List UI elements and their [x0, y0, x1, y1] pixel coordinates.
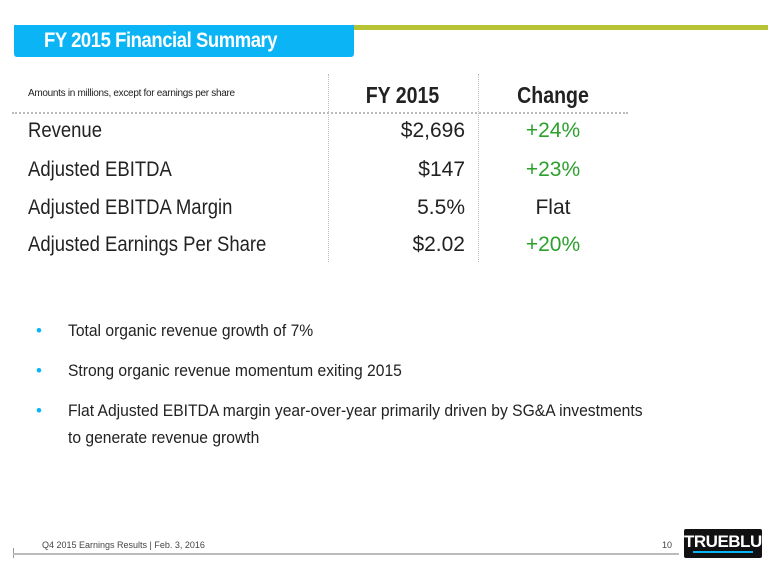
row-change: +23%: [525, 158, 581, 181]
row-value: $147: [418, 158, 465, 181]
row-label: Adjusted EBITDA Margin: [28, 196, 233, 219]
header-divider: [12, 112, 628, 114]
bullet-icon: •: [36, 401, 42, 420]
row-label: Adjusted Earnings Per Share: [28, 233, 267, 256]
bullet-text: Flat Adjusted EBITDA margin year-over-ye…: [68, 401, 643, 420]
trueblue-logo: TRUEBLUE: [684, 529, 773, 558]
page-title: FY 2015 Financial Summary: [44, 29, 278, 52]
table-row: Revenue $2,696 +24%: [0, 119, 775, 149]
row-change: +20%: [525, 233, 581, 256]
logo-text: TRUEBLUE: [684, 532, 773, 551]
table-note: Amounts in millions, except for earnings…: [28, 88, 235, 99]
row-label: Adjusted EBITDA: [28, 158, 172, 181]
bullet-icon: •: [36, 321, 42, 340]
row-value: $2.02: [412, 233, 465, 256]
row-change: +24%: [525, 119, 581, 142]
row-change: Flat: [535, 196, 571, 219]
row-label: Revenue: [28, 119, 102, 142]
bullet-icon: •: [36, 361, 42, 380]
column-header-change: Change: [517, 82, 589, 108]
column-divider: [478, 74, 479, 262]
footer-line: [13, 553, 679, 555]
page-number: 10: [662, 540, 673, 550]
accent-line: [354, 25, 768, 30]
table-row: Adjusted EBITDA Margin 5.5% Flat: [0, 196, 775, 226]
row-value: 5.5%: [417, 196, 465, 219]
title-banner: [14, 25, 354, 57]
table-row: Adjusted Earnings Per Share $2.02 +20%: [0, 233, 775, 263]
footer-text: Q4 2015 Earnings Results | Feb. 3, 2016: [42, 540, 205, 550]
row-value: $2,696: [400, 119, 465, 142]
bullet-text: Strong organic revenue momentum exiting …: [68, 361, 402, 380]
column-header-fy2015: FY 2015: [365, 82, 440, 108]
table-row: Adjusted EBITDA $147 +23%: [0, 158, 775, 188]
column-divider: [328, 74, 329, 262]
bullet-text: to generate revenue growth: [68, 428, 260, 447]
bullet-text: Total organic revenue growth of 7%: [68, 321, 314, 340]
